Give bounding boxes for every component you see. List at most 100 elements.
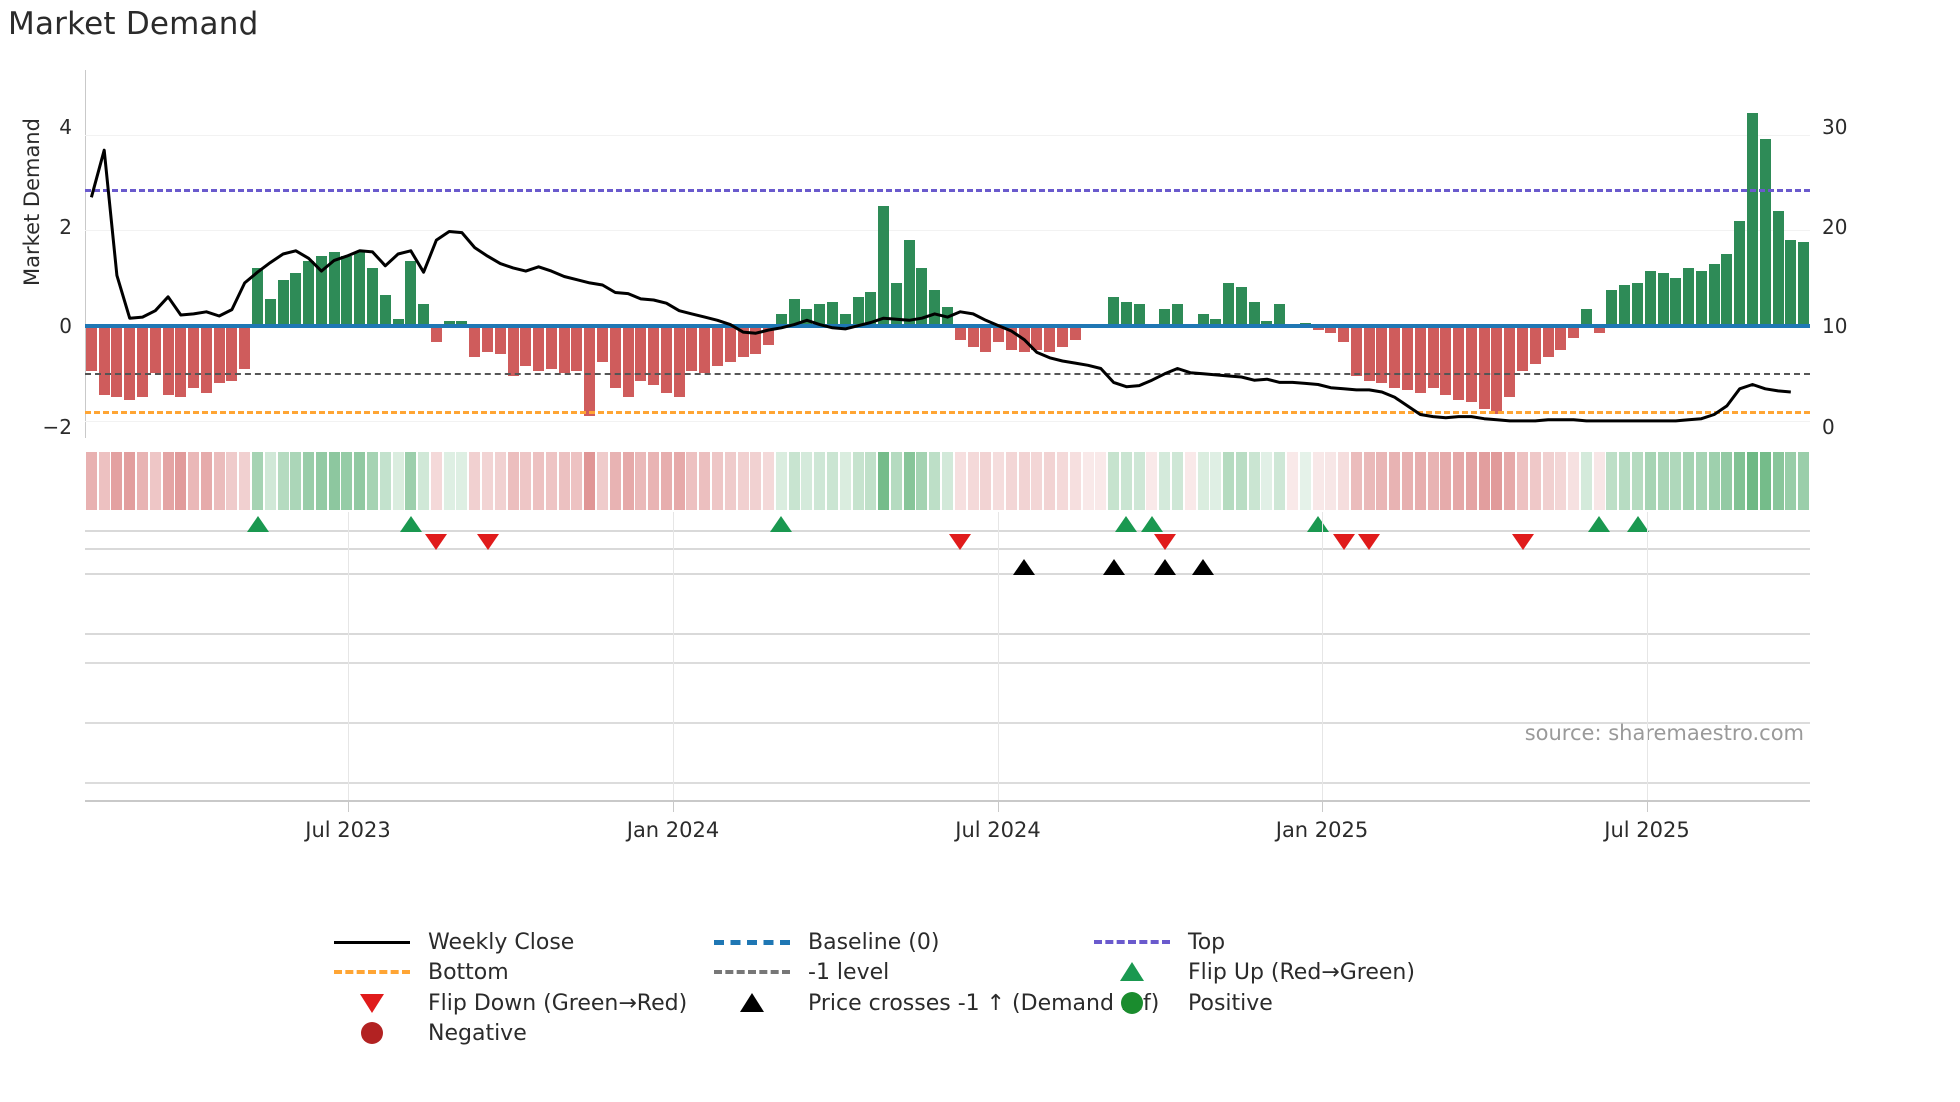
legend-item[interactable]: Flip Down (Green→Red)	[330, 986, 687, 1020]
baseline-segment	[902, 323, 916, 328]
strip-cell	[469, 452, 481, 510]
baseline-segment	[532, 323, 546, 328]
demand-bar	[354, 251, 366, 326]
legend-item[interactable]: Positive	[1090, 986, 1273, 1020]
baseline-segment	[672, 323, 686, 328]
baseline-segment	[1579, 323, 1593, 328]
strip-cell	[111, 452, 123, 510]
demand-bar	[929, 289, 941, 326]
baseline-segment	[1273, 323, 1287, 328]
y-tick-right-1: 20	[1822, 215, 1848, 239]
lower-panel: source: sharemaestro.com	[85, 660, 1810, 800]
strip-cell	[188, 452, 200, 510]
strip-cell	[1146, 452, 1158, 510]
legend-item[interactable]: Bottom	[330, 955, 509, 989]
baseline-segment	[276, 323, 290, 328]
baseline-segment	[1452, 323, 1466, 328]
baseline-segment	[212, 323, 226, 328]
strip-cell	[494, 452, 506, 510]
solid-line-icon	[334, 941, 410, 944]
strip-cell	[1044, 452, 1056, 510]
baseline-segment	[774, 323, 788, 328]
strip-cell	[1798, 452, 1810, 510]
baseline-segment	[417, 323, 431, 328]
demand-bar	[1172, 304, 1183, 326]
strip-cell	[1031, 452, 1043, 510]
demand-bar	[85, 325, 97, 372]
y-tick-left-0: 4	[59, 115, 72, 139]
strip-cell	[1517, 452, 1528, 510]
legend-swatch	[330, 992, 414, 1014]
baseline-segment	[1260, 323, 1274, 328]
x-tick-label-1: Jan 2024	[626, 818, 720, 842]
demand-bar	[1695, 270, 1707, 326]
marker-gridline-3	[85, 633, 1810, 635]
demand-bar	[1568, 325, 1580, 338]
legend-swatch	[1090, 961, 1174, 983]
legend-label: Baseline (0)	[808, 929, 940, 955]
panel-vgridline	[1322, 452, 1323, 510]
strip-cell	[1235, 452, 1247, 510]
legend-item[interactable]: Price crosses -1 ↑ (Demand ref)	[710, 986, 1159, 1020]
y-tick-right-3: 0	[1822, 415, 1835, 439]
baseline-segment	[1784, 323, 1798, 328]
legend-item[interactable]: Top	[1090, 925, 1225, 959]
demand-bar	[1427, 325, 1439, 388]
panel-vgridline	[998, 512, 999, 660]
baseline-segment	[1439, 323, 1453, 328]
strip-cell	[1747, 452, 1758, 510]
demand-bar	[865, 292, 877, 326]
flip-up-marker	[1626, 516, 1649, 532]
strip-cell	[609, 452, 621, 510]
demand-bar	[839, 313, 851, 326]
demand-bar	[1197, 313, 1209, 326]
strip-cell	[1082, 452, 1094, 510]
demand-bar	[1414, 325, 1426, 393]
strip-cell	[750, 452, 762, 510]
demand-bar	[162, 325, 174, 395]
panel-vgridline	[348, 512, 349, 660]
strip-cell	[1414, 452, 1426, 510]
demand-bar	[1248, 301, 1260, 326]
strip-cell	[354, 452, 366, 510]
legend-item[interactable]: Weekly Close	[330, 925, 574, 959]
legend-item[interactable]: Flip Up (Red→Green)	[1090, 955, 1415, 989]
demand-bar	[328, 251, 340, 326]
baseline-segment	[340, 323, 354, 328]
legend-label: Negative	[428, 1020, 527, 1046]
strip-cell	[673, 452, 685, 510]
legend-swatch	[330, 961, 414, 983]
strip-cell	[213, 452, 225, 510]
main-plot-area	[84, 70, 1811, 438]
baseline-segment	[889, 323, 903, 328]
demand-bar	[1338, 325, 1350, 343]
strip-cell	[1095, 452, 1107, 510]
demand-bar	[916, 268, 928, 326]
strip-cell	[315, 452, 327, 510]
strip-cell	[226, 452, 238, 510]
strip-cell	[1465, 452, 1477, 510]
marker-gridline-0	[85, 530, 1810, 532]
strip-cell	[1210, 452, 1222, 510]
baseline-segment	[378, 323, 392, 328]
demand-bar	[980, 325, 992, 352]
reference-line-neg1	[85, 373, 1810, 376]
strip-cell	[1223, 452, 1235, 510]
legend-item[interactable]: Negative	[330, 1016, 527, 1050]
marker-panel	[85, 512, 1810, 660]
baseline-segment	[1464, 323, 1478, 328]
strip-cell	[1299, 452, 1311, 510]
gridline-0	[85, 134, 1810, 136]
legend-item[interactable]: Baseline (0)	[710, 925, 939, 959]
demand-bar	[1619, 285, 1631, 326]
baseline-segment	[1567, 323, 1581, 328]
baseline-segment	[1720, 323, 1734, 328]
demand-bar	[1312, 325, 1324, 331]
dashed-line-icon	[334, 970, 410, 974]
legend-item[interactable]: -1 level	[710, 955, 889, 989]
strip-cell	[712, 452, 723, 510]
demand-bar	[814, 304, 826, 326]
baseline-segment	[928, 323, 942, 328]
triangle-up-icon	[740, 993, 764, 1012]
x-tick-label-2: Jul 2024	[955, 818, 1041, 842]
